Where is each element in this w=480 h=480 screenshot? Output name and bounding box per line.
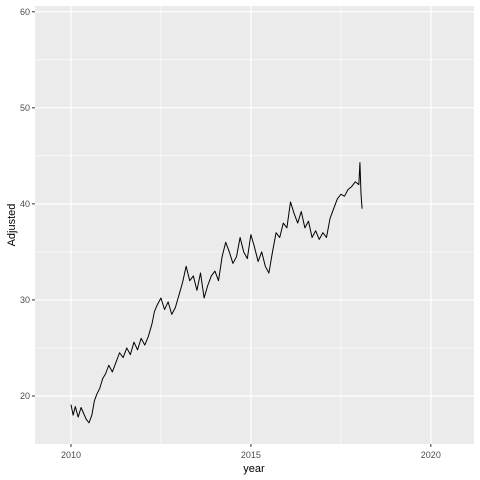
minor-gridlines (35, 6, 474, 444)
y-axis-title: Adjusted (6, 204, 18, 247)
x-tick-label: 2015 (241, 450, 261, 460)
major-gridlines (35, 6, 474, 444)
y-tick-label: 40 (20, 199, 30, 209)
y-tick-label: 20 (20, 391, 30, 401)
x-tick-label: 2020 (421, 450, 441, 460)
series-line (70, 162, 363, 424)
y-axis: 20 30 40 50 60 (20, 7, 35, 401)
x-tick-label: 2010 (61, 450, 81, 460)
plot-panel (35, 6, 474, 444)
x-axis: 2010 2015 2020 (61, 444, 441, 460)
x-axis-title: year (243, 463, 265, 475)
y-tick-label: 60 (20, 7, 30, 17)
y-tick-label: 50 (20, 103, 30, 113)
y-tick-label: 30 (20, 295, 30, 305)
